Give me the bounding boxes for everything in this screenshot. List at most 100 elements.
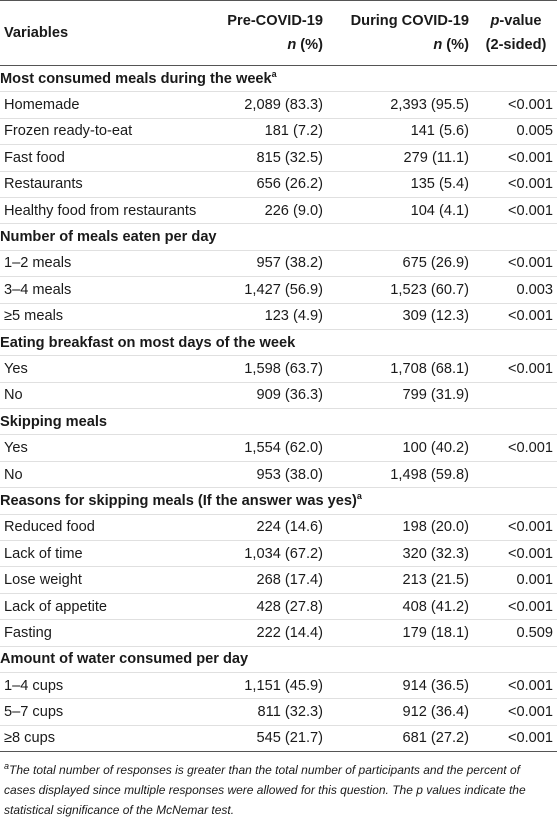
cell: 1,034 (67.2): [212, 540, 335, 568]
section-row: Skipping meals: [0, 408, 557, 436]
cell: <0.001: [475, 303, 557, 330]
cell-text: 681 (27.2): [402, 730, 469, 747]
text-span: n: [287, 37, 297, 53]
cell-text: 179 (18.1): [402, 624, 469, 641]
cell: 0.001: [475, 566, 557, 594]
cell: Healthy food from restaurants: [0, 197, 212, 225]
cell: 2,089 (83.3): [212, 91, 335, 119]
cell-text: 545 (21.7): [256, 730, 323, 747]
cell: <0.001: [475, 197, 557, 225]
section-title: Skipping meals: [0, 413, 108, 430]
cell: 428 (27.8): [212, 593, 335, 621]
cell-text: <0.001: [507, 440, 553, 457]
data-table: Variables Pre-COVID-19 n (%) During COVID-1…: [0, 0, 557, 753]
cell-text: 226 (9.0): [264, 202, 323, 219]
cell-text: 1,151 (45.9): [244, 677, 323, 694]
text-span: The total number of responses is greater…: [4, 763, 520, 798]
data-row: Lack of time 1,034 (67.2) 320 (32.3) <0.001: [0, 540, 557, 568]
cell-text: ≥8 cups: [4, 730, 56, 747]
cell: 909 (36.3): [212, 382, 335, 410]
header-line: Pre-COVID-19: [216, 9, 323, 33]
section-row: Amount of water consumed per day: [0, 646, 557, 673]
cell-text: 914 (36.5): [402, 677, 469, 694]
cell: <0.001: [475, 250, 557, 278]
cell-text: 309 (12.3): [402, 308, 469, 325]
data-row: Fast food 815 (32.5) 279 (11.1) <0.001: [0, 144, 557, 172]
cell-text: Frozen ready-to-eat: [4, 123, 133, 140]
text-span: During COVID-19: [350, 13, 469, 29]
section-title-cell: Amount of water consumed per day: [0, 646, 557, 673]
cell: 953 (38.0): [212, 461, 335, 489]
cell: Lack of time: [0, 540, 212, 568]
text-span: p: [416, 783, 423, 798]
cell: No: [0, 382, 212, 410]
footnote-mark: a: [356, 491, 362, 502]
cell-text: 213 (21.5): [402, 572, 469, 589]
data-row: Fasting 222 (14.4) 179 (18.1) 0.509: [0, 619, 557, 647]
cell-text: <0.001: [507, 97, 553, 114]
cell: Lose weight: [0, 566, 212, 594]
cell: Restaurants: [0, 171, 212, 198]
header-cell: Pre-COVID-19 n (%): [212, 0, 335, 66]
cell-text: 1,554 (62.0): [244, 440, 323, 457]
cell: 1,498 (59.8): [335, 461, 475, 489]
cell-text: 1,523 (60.7): [390, 281, 469, 298]
cell-text: 279 (11.1): [403, 149, 469, 166]
cell-text: 224 (14.6): [256, 519, 323, 536]
cell: <0.001: [475, 540, 557, 568]
data-row: No 909 (36.3) 799 (31.9): [0, 382, 557, 410]
cell-text: 0.005: [516, 123, 553, 140]
cell-text: Restaurants: [4, 176, 83, 193]
cell: 279 (11.1): [335, 144, 475, 172]
section-title: Eating breakfast on most days of the wee…: [0, 334, 296, 351]
cell: Lack of appetite: [0, 593, 212, 621]
cell: <0.001: [475, 91, 557, 119]
cell-text: 135 (5.4): [410, 176, 469, 193]
section-title-cell: Skipping meals: [0, 408, 557, 436]
cell-text: Healthy food from restaurants: [4, 202, 197, 219]
cell-text: 268 (17.4): [256, 572, 323, 589]
cell-text: 222 (14.4): [256, 624, 323, 641]
cell: 222 (14.4): [212, 619, 335, 647]
table-body: Most consumed meals during the weeka Home…: [0, 65, 557, 753]
cell-text: 428 (27.8): [256, 598, 323, 615]
cell-text: 181 (7.2): [264, 123, 323, 140]
cell-text: 1,498 (59.8): [390, 466, 469, 483]
data-row: Yes 1,554 (62.0) 100 (40.2) <0.001: [0, 434, 557, 462]
cell: <0.001: [475, 144, 557, 172]
cell-text: <0.001: [507, 519, 553, 536]
cell: 0.509: [475, 619, 557, 647]
cell-text: 957 (38.2): [256, 255, 323, 272]
cell-text: Yes: [4, 440, 28, 457]
data-row: Restaurants 656 (26.2) 135 (5.4) <0.001: [0, 171, 557, 198]
header-cell: p-value (2-sided): [475, 0, 557, 66]
cell-text: 3–4 meals: [4, 281, 72, 298]
cell-text: <0.001: [507, 704, 553, 721]
cell-text: 123 (4.9): [264, 308, 323, 325]
data-row: Lose weight 268 (17.4) 213 (21.5) 0.001: [0, 566, 557, 594]
cell: 181 (7.2): [212, 118, 335, 146]
cell: Yes: [0, 355, 212, 383]
cell: 1,598 (63.7): [212, 355, 335, 383]
section-title: Number of meals eaten per day: [0, 229, 217, 246]
cell: 545 (21.7): [212, 725, 335, 753]
data-row: 1–4 cups 1,151 (45.9) 914 (36.5) <0.001: [0, 672, 557, 700]
cell: 135 (5.4): [335, 171, 475, 198]
cell-text: 912 (36.4): [402, 704, 469, 721]
text-span: n: [433, 37, 443, 53]
cell: 0.003: [475, 276, 557, 304]
cell-text: Lack of appetite: [4, 598, 108, 615]
cell: 198 (20.0): [335, 514, 475, 542]
cell: Fast food: [0, 144, 212, 172]
cell: 1,151 (45.9): [212, 672, 335, 700]
section-title: Amount of water consumed per day: [0, 651, 249, 668]
cell-text: <0.001: [507, 255, 553, 272]
cell: 1–2 meals: [0, 250, 212, 278]
cell-text: 408 (41.2): [402, 598, 469, 615]
table-header: Variables Pre-COVID-19 n (%) During COVID-1…: [0, 0, 557, 66]
header-line: During COVID-19: [339, 9, 469, 33]
cell-text: 953 (38.0): [256, 466, 323, 483]
cell: No: [0, 461, 212, 489]
section-title: Most consumed meals during the week: [0, 70, 272, 87]
